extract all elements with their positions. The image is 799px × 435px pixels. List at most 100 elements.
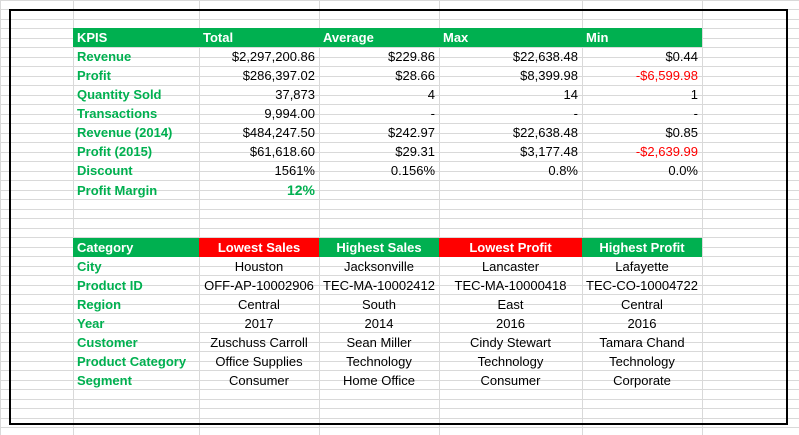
kpi-min[interactable]: -	[693, 106, 698, 121]
highest-profit-value[interactable]: Technology	[609, 354, 675, 369]
kpi-max[interactable]: 14	[563, 87, 578, 102]
category-label[interactable]: Region	[77, 297, 122, 312]
grid-row-line	[0, 351, 799, 352]
lowest-sales-header[interactable]: Lowest Sales	[199, 238, 319, 257]
grid-column-line	[702, 0, 703, 435]
category-label[interactable]: Year	[77, 316, 105, 331]
kpi-total[interactable]: 1561%	[274, 163, 315, 178]
category-label[interactable]: Segment	[77, 373, 132, 388]
highest-profit-value[interactable]: Central	[621, 297, 663, 312]
kpi-header-max[interactable]: Max	[439, 28, 582, 47]
highest-profit-value[interactable]: Lafayette	[615, 259, 669, 274]
lowest-sales-value[interactable]: Consumer	[229, 373, 289, 388]
kpi-label[interactable]: Revenue	[77, 49, 132, 64]
category-label[interactable]: Customer	[77, 335, 138, 350]
kpi-header-min[interactable]: Min	[582, 28, 702, 47]
kpi-total[interactable]: 9,994.00	[264, 106, 315, 121]
lowest-profit-value[interactable]: TEC-MA-10000418	[454, 278, 567, 293]
kpi-max[interactable]: $22,638.48	[512, 125, 578, 140]
kpi-total[interactable]: $286,397.02	[242, 68, 315, 83]
lowest-profit-value[interactable]: Consumer	[480, 373, 541, 388]
highest-profit-value[interactable]: 2016	[627, 316, 657, 331]
table-row: Revenue (2014) $484,247.50 $242.97 $22,6…	[73, 123, 702, 142]
table-row: Region Central South East Central	[73, 295, 702, 314]
kpi-max[interactable]	[439, 181, 582, 200]
kpi-min[interactable]	[582, 181, 702, 200]
lowest-sales-value[interactable]: Office Supplies	[215, 354, 303, 369]
grid-row-line	[0, 180, 799, 181]
category-label[interactable]: Product Category	[77, 354, 187, 369]
kpi-label[interactable]: Quantity Sold	[77, 87, 162, 102]
kpi-average[interactable]: $28.66	[395, 68, 435, 83]
kpi-max[interactable]: $3,177.48	[520, 144, 578, 159]
grid-row-line	[0, 427, 799, 428]
lowest-profit-value[interactable]: Technology	[477, 354, 544, 369]
kpi-max[interactable]: $8,399.98	[520, 68, 578, 83]
category-label[interactable]: City	[77, 259, 102, 274]
lowest-sales-value[interactable]: OFF-AP-10002906	[204, 278, 314, 293]
lowest-sales-value[interactable]: Houston	[234, 259, 284, 274]
highest-profit-header[interactable]: Highest Profit	[582, 238, 702, 257]
kpi-min[interactable]: $0.44	[665, 49, 698, 64]
kpi-header-total[interactable]: Total	[199, 28, 319, 47]
table-row: Segment Consumer Home Office Consumer Co…	[73, 371, 702, 390]
grid-row-line	[0, 218, 799, 219]
kpi-average[interactable]: $229.86	[388, 49, 435, 64]
kpi-total[interactable]: 12%	[286, 182, 315, 198]
highest-sales-value[interactable]: TEC-MA-10002412	[323, 278, 435, 293]
kpi-min[interactable]: -$2,639.99	[635, 144, 698, 159]
kpi-average[interactable]: 4	[427, 87, 435, 102]
kpi-label[interactable]: Profit (2015)	[77, 144, 153, 159]
grid-row-line	[0, 199, 799, 200]
highest-sales-value[interactable]: South	[362, 297, 396, 312]
kpi-average[interactable]: $242.97	[388, 125, 435, 140]
highest-sales-header[interactable]: Highest Sales	[319, 238, 439, 257]
lowest-sales-value[interactable]: Zuschuss Carroll	[210, 335, 308, 350]
highest-profit-value[interactable]: Tamara Chand	[599, 335, 685, 350]
kpi-label[interactable]: Profit	[77, 68, 111, 83]
kpi-header-average[interactable]: Average	[319, 28, 439, 47]
kpi-average[interactable]: -	[430, 106, 435, 121]
lowest-sales-value[interactable]: 2017	[244, 316, 274, 331]
kpi-min[interactable]: 1	[690, 87, 698, 102]
lowest-profit-value[interactable]: Lancaster	[481, 259, 540, 274]
kpi-average[interactable]: $29.31	[395, 144, 435, 159]
table-row: Product ID OFF-AP-10002906 TEC-MA-100024…	[73, 276, 702, 295]
grid-row-line	[0, 389, 799, 390]
table-row: Year 2017 2014 2016 2016	[73, 314, 702, 333]
kpi-total[interactable]: 37,873	[275, 87, 315, 102]
kpi-total[interactable]: $484,247.50	[242, 125, 315, 140]
lowest-profit-value[interactable]: 2016	[496, 316, 525, 331]
kpi-min[interactable]: -$6,599.98	[635, 68, 698, 83]
kpi-average[interactable]: 0.156%	[390, 163, 435, 178]
highest-sales-value[interactable]: Home Office	[342, 373, 415, 388]
highest-profit-value[interactable]: Corporate	[613, 373, 671, 388]
kpi-max[interactable]: -	[573, 106, 578, 121]
kpi-header-kpis[interactable]: KPIS	[73, 28, 199, 47]
lowest-profit-header[interactable]: Lowest Profit	[439, 238, 582, 257]
lowest-sales-value[interactable]: Central	[238, 297, 280, 312]
kpi-label[interactable]: Profit Margin	[77, 183, 158, 198]
lowest-profit-value[interactable]: Cindy Stewart	[470, 335, 551, 350]
kpi-total[interactable]: $61,618.60	[249, 144, 315, 159]
grid-row-line	[0, 161, 799, 162]
lowest-profit-value[interactable]: East	[497, 297, 524, 312]
highest-sales-value[interactable]: Technology	[346, 354, 412, 369]
table-row: Quantity Sold 37,873 4 14 1	[73, 85, 702, 104]
category-header[interactable]: Category	[73, 238, 199, 257]
table-row: City Houston Jacksonville Lancaster Lafa…	[73, 257, 702, 276]
kpi-total[interactable]: $2,297,200.86	[231, 49, 315, 64]
category-label[interactable]: Product ID	[77, 278, 143, 293]
highest-profit-value[interactable]: TEC-CO-10004722	[586, 278, 698, 293]
highest-sales-value[interactable]: Sean Miller	[346, 335, 412, 350]
kpi-max[interactable]: $22,638.48	[512, 49, 578, 64]
kpi-min[interactable]: $0.85	[665, 125, 698, 140]
kpi-max[interactable]: 0.8%	[548, 163, 578, 178]
kpi-min[interactable]: 0.0%	[668, 163, 698, 178]
highest-sales-value[interactable]: Jacksonville	[343, 259, 415, 274]
highest-sales-value[interactable]: 2014	[364, 316, 394, 331]
kpi-label[interactable]: Transactions	[77, 106, 158, 121]
kpi-label[interactable]: Revenue (2014)	[77, 125, 173, 140]
kpi-average[interactable]	[319, 181, 439, 200]
kpi-label[interactable]: Discount	[77, 163, 133, 178]
